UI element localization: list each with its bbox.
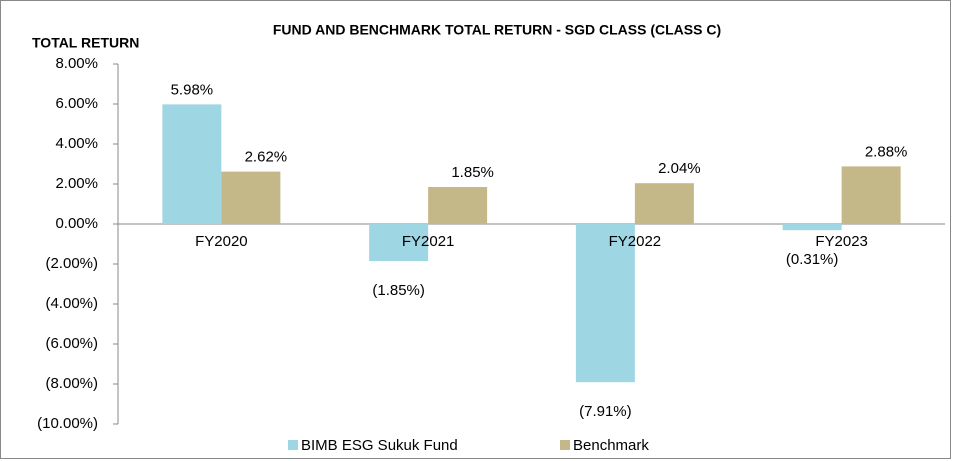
bar [428, 187, 488, 224]
x-tick-label: FY2022 [609, 233, 662, 250]
legend-swatch [288, 440, 298, 450]
x-tick-label: FY2023 [815, 233, 868, 250]
data-label: 2.62% [245, 149, 288, 166]
y-tick-label: (4.00%) [45, 295, 98, 312]
bar [162, 104, 222, 224]
y-tick-label: (6.00%) [45, 335, 98, 352]
data-label: 2.04% [658, 160, 701, 177]
bar [221, 171, 281, 224]
legend-label: BIMB ESG Sukuk Fund [301, 437, 458, 454]
bar [634, 183, 694, 224]
y-axis-label: TOTAL RETURN [32, 35, 139, 51]
bar [575, 224, 635, 383]
data-label: (0.31%) [786, 251, 839, 268]
y-tick-label: 8.00% [55, 55, 98, 72]
data-label: (1.85%) [372, 282, 425, 299]
data-label: (7.91%) [579, 403, 632, 420]
y-tick-label: (10.00%) [37, 415, 98, 432]
y-tick-label: 6.00% [55, 95, 98, 112]
data-label: 1.85% [451, 164, 494, 181]
y-tick-label: (2.00%) [45, 255, 98, 272]
y-tick-label: 4.00% [55, 135, 98, 152]
y-tick-label: 0.00% [55, 215, 98, 232]
bar [369, 224, 429, 261]
data-label: 5.98% [171, 81, 214, 98]
x-tick-label: FY2020 [195, 233, 248, 250]
legend-label: Benchmark [573, 437, 649, 454]
x-tick-label: FY2021 [402, 233, 455, 250]
bar [841, 166, 901, 224]
data-label: 2.88% [865, 143, 908, 160]
bar [782, 224, 842, 231]
legend-swatch [560, 440, 570, 450]
y-tick-label: (8.00%) [45, 375, 98, 392]
chart-title: FUND AND BENCHMARK TOTAL RETURN - SGD CL… [273, 22, 721, 38]
y-tick-label: 2.00% [55, 175, 98, 192]
